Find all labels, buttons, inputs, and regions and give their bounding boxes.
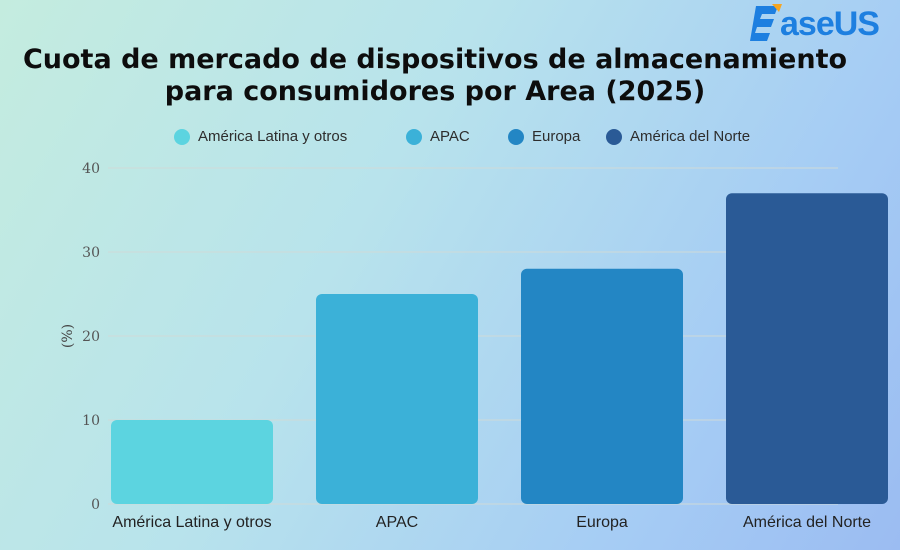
y-axis-label: (%) — [60, 324, 76, 348]
easeus-logo: aseUS — [748, 2, 880, 46]
legend-item-america-norte[interactable]: América del Norte — [606, 128, 750, 145]
y-tick-label: 20 — [82, 329, 100, 345]
axis-labels: 0 10 20 30 40 América Latina y otros APAC Europ… — [82, 161, 871, 531]
legend-swatch — [406, 128, 422, 145]
chart-title: Cuota de mercado de dispositivos de alma… — [0, 44, 870, 108]
x-tick-label: APAC — [376, 514, 418, 531]
legend-label: América del Norte — [630, 128, 751, 145]
title-line-1: Cuota de mercado de dispositivos de alma… — [22, 44, 848, 75]
bars — [111, 193, 888, 504]
bar[interactable] — [726, 193, 888, 504]
x-tick-label: América Latina y otros — [112, 514, 271, 531]
legend-swatch — [508, 128, 524, 145]
y-tick-label: 30 — [82, 245, 100, 261]
legend-item-america-latina[interactable]: América Latina y otros — [174, 128, 347, 145]
title-line-2: para consumidores por Area (2025) — [164, 76, 706, 107]
y-tick-label: 0 — [91, 497, 100, 513]
chart-legend: América Latina y otros APAC Europa Améri… — [0, 128, 900, 152]
bar[interactable] — [521, 268, 683, 504]
legend-item-apac[interactable]: APAC — [406, 128, 470, 145]
legend-swatch — [174, 128, 190, 145]
legend-swatch — [606, 128, 622, 145]
legend-label: América Latina y otros — [198, 128, 348, 145]
y-tick-label: 40 — [82, 161, 100, 177]
legend-label: APAC — [430, 128, 470, 145]
easeus-e-icon — [750, 4, 782, 41]
bar[interactable] — [111, 420, 273, 504]
legend-label: Europa — [532, 128, 581, 145]
bar[interactable] — [316, 294, 478, 504]
x-tick-label: América del Norte — [743, 514, 871, 531]
x-tick-label: Europa — [576, 514, 628, 531]
legend-item-europa[interactable]: Europa — [508, 128, 580, 145]
logo-text: aseUS — [780, 4, 880, 43]
y-tick-label: 10 — [82, 413, 100, 429]
